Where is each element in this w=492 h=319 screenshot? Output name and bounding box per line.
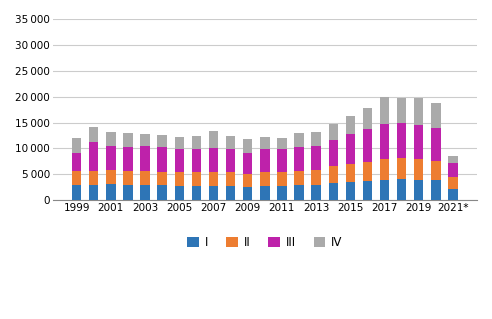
Bar xyxy=(380,123,389,159)
Bar xyxy=(209,172,218,186)
Bar xyxy=(397,158,406,179)
Bar xyxy=(363,108,372,129)
Bar xyxy=(243,174,252,187)
Bar xyxy=(175,149,184,173)
Bar xyxy=(226,173,235,186)
Bar xyxy=(414,125,424,159)
Bar xyxy=(311,185,321,200)
Bar xyxy=(192,137,201,149)
Bar xyxy=(431,161,441,181)
Bar xyxy=(140,134,150,146)
Bar xyxy=(346,164,355,182)
Bar xyxy=(380,97,389,123)
Bar xyxy=(397,122,406,158)
Legend: I, II, III, IV: I, II, III, IV xyxy=(183,232,347,254)
Bar xyxy=(106,170,116,184)
Bar xyxy=(106,184,116,200)
Bar xyxy=(175,173,184,186)
Bar xyxy=(414,159,424,180)
Bar xyxy=(448,163,458,177)
Bar xyxy=(363,181,372,200)
Bar xyxy=(363,129,372,162)
Bar xyxy=(260,186,270,200)
Bar xyxy=(243,153,252,174)
Bar xyxy=(226,149,235,173)
Bar xyxy=(448,177,458,189)
Bar xyxy=(123,185,133,200)
Bar xyxy=(414,180,424,200)
Bar xyxy=(157,135,167,147)
Bar xyxy=(277,149,287,172)
Bar xyxy=(140,171,150,185)
Bar xyxy=(346,134,355,164)
Bar xyxy=(294,133,304,146)
Bar xyxy=(157,185,167,200)
Bar xyxy=(72,185,81,200)
Bar xyxy=(123,171,133,185)
Bar xyxy=(431,181,441,200)
Bar xyxy=(329,140,338,166)
Bar xyxy=(329,166,338,182)
Bar xyxy=(106,145,116,170)
Bar xyxy=(448,156,458,163)
Bar xyxy=(260,173,270,186)
Bar xyxy=(431,128,441,161)
Bar xyxy=(346,115,355,134)
Bar xyxy=(209,186,218,200)
Bar xyxy=(260,137,270,149)
Bar xyxy=(226,136,235,149)
Bar xyxy=(277,186,287,200)
Bar xyxy=(311,146,321,170)
Bar xyxy=(157,147,167,172)
Bar xyxy=(243,139,252,153)
Bar xyxy=(260,149,270,173)
Bar xyxy=(89,127,98,142)
Bar xyxy=(311,132,321,146)
Bar xyxy=(209,148,218,172)
Bar xyxy=(89,142,98,171)
Bar xyxy=(397,98,406,122)
Bar xyxy=(294,146,304,171)
Bar xyxy=(226,186,235,200)
Bar xyxy=(72,152,81,171)
Bar xyxy=(123,133,133,147)
Bar xyxy=(157,172,167,185)
Bar xyxy=(89,171,98,185)
Bar xyxy=(277,138,287,149)
Bar xyxy=(72,171,81,185)
Bar xyxy=(380,159,389,180)
Bar xyxy=(311,170,321,185)
Bar xyxy=(106,131,116,145)
Bar xyxy=(123,147,133,171)
Bar xyxy=(414,98,424,125)
Bar xyxy=(140,146,150,171)
Bar xyxy=(329,123,338,140)
Bar xyxy=(277,172,287,186)
Bar xyxy=(209,131,218,148)
Bar xyxy=(431,103,441,128)
Bar xyxy=(192,172,201,186)
Bar xyxy=(397,179,406,200)
Bar xyxy=(363,162,372,181)
Bar xyxy=(448,189,458,200)
Bar xyxy=(175,186,184,200)
Bar xyxy=(243,187,252,200)
Bar xyxy=(294,185,304,200)
Bar xyxy=(346,182,355,200)
Bar xyxy=(192,149,201,172)
Bar xyxy=(140,185,150,200)
Bar xyxy=(89,185,98,200)
Bar xyxy=(192,186,201,200)
Bar xyxy=(72,138,81,152)
Bar xyxy=(380,180,389,200)
Bar xyxy=(294,171,304,185)
Bar xyxy=(175,137,184,149)
Bar xyxy=(329,182,338,200)
